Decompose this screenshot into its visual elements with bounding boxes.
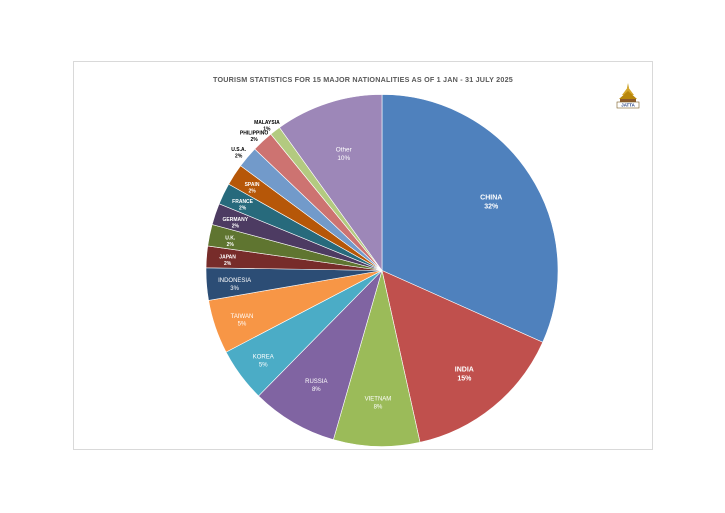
slice-label-malaysia: MALAYSIA	[254, 120, 280, 126]
slice-value-korea: 5%	[259, 362, 268, 368]
slice-value-other: 10%	[337, 155, 350, 162]
slice-label-u-k: U.K.	[225, 235, 236, 241]
slice-value-u-k: 2%	[227, 242, 235, 248]
temple-logo-icon: JATTA	[616, 83, 640, 109]
slice-label-korea: KOREA	[253, 355, 274, 361]
pie-slice-india	[381, 269, 544, 443]
slice-label-france: FRANCE	[232, 199, 253, 205]
slice-label-spain: SPAIN	[245, 182, 260, 188]
slice-value-russia: 8%	[312, 387, 321, 393]
slice-value-france: 2%	[239, 205, 247, 211]
slice-label-russia: RUSSIA	[305, 379, 327, 385]
slice-value-vietnam: 8%	[374, 404, 383, 410]
pie-slice-other	[279, 94, 383, 272]
slice-value-spain: 2%	[248, 189, 256, 195]
slice-label-japan: JAPAN	[219, 254, 236, 260]
slice-value-u-s-a: 2%	[235, 153, 243, 159]
slice-label-germany: GERMANY	[223, 217, 249, 223]
slice-value-india: 15%	[457, 376, 472, 383]
slice-label-indonesia: INDONESIA	[218, 278, 251, 284]
slice-label-china: CHINA	[480, 195, 502, 202]
slice-value-philippino: 2%	[250, 137, 258, 143]
slice-value-japan: 2%	[224, 261, 232, 267]
chart-frame: TOURISM STATISTICS FOR 15 MAJOR NATIONAL…	[73, 61, 653, 450]
logo-text: JATTA	[621, 103, 635, 108]
slice-label-vietnam: VIETNAM	[365, 397, 392, 403]
slice-value-taiwan: 5%	[238, 322, 247, 328]
chart-title: TOURISM STATISTICS FOR 15 MAJOR NATIONAL…	[213, 75, 513, 84]
slice-value-indonesia: 3%	[230, 286, 239, 292]
slice-label-philippino: PHILIPPINO	[240, 131, 268, 137]
pie-chart: CHINA32%INDIA15%VIETNAM8%RUSSIA8%KOREA5%…	[205, 94, 559, 447]
slice-label-taiwan: TAIWAN	[231, 314, 254, 320]
slice-value-germany: 2%	[232, 223, 240, 229]
slice-label-other: Other	[336, 147, 353, 154]
slice-label-u-s-a: U.S.A.	[231, 147, 246, 153]
slice-value-china: 32%	[484, 204, 499, 211]
slice-value-malaysia: 1%	[263, 126, 271, 132]
pie-slice-china	[381, 94, 559, 343]
slice-label-india: INDIA	[455, 366, 474, 373]
